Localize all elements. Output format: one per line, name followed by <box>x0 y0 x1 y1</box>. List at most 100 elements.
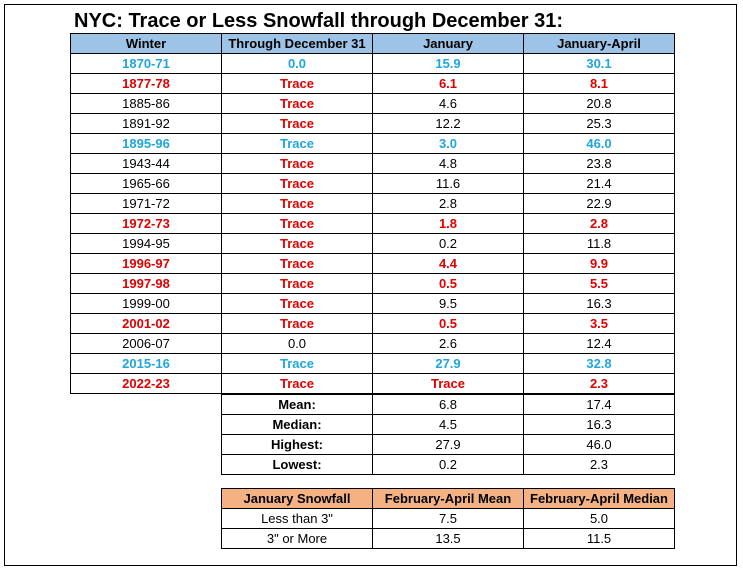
winter-cell: 1877-78 <box>70 73 222 94</box>
winter-cell: 2015-16 <box>70 353 222 374</box>
table-row: 1885-86 Trace 4.6 20.8 <box>70 93 675 114</box>
january-cell: 2.6 <box>372 333 524 354</box>
stat-january-april: 17.4 <box>523 394 675 415</box>
january-april-cell: 22.9 <box>523 193 675 214</box>
through-dec31-cell: Trace <box>221 153 373 174</box>
through-dec31-cell: Trace <box>221 233 373 254</box>
winter-cell: 2006-07 <box>70 333 222 354</box>
main-snowfall-table: Winter Through December 31 January Janua… <box>70 33 675 394</box>
header-january-april: January-April <box>523 33 675 54</box>
snow-row-3-or-more: 3" or More 13.5 11.5 <box>221 528 675 549</box>
winter-cell: 2022-23 <box>70 373 222 394</box>
january-cell: 4.6 <box>372 93 524 114</box>
winter-cell: 1895-96 <box>70 133 222 154</box>
stat-january: 4.5 <box>372 414 524 435</box>
january-snowfall-table: January Snowfall February-April Mean Feb… <box>221 488 675 549</box>
stats-row-highest: Highest: 27.9 46.0 <box>221 434 675 455</box>
stat-label: Highest: <box>221 434 373 455</box>
snow-label: Less than 3" <box>221 508 373 529</box>
through-dec31-cell: Trace <box>221 73 373 94</box>
stat-january-april: 2.3 <box>523 454 675 475</box>
main-header-row: Winter Through December 31 January Janua… <box>70 33 675 54</box>
through-dec31-cell: 0.0 <box>221 333 373 354</box>
january-april-cell: 9.9 <box>523 253 675 274</box>
through-dec31-cell: Trace <box>221 293 373 314</box>
january-cell: 6.1 <box>372 73 524 94</box>
january-cell: Trace <box>372 373 524 394</box>
january-april-cell: 8.1 <box>523 73 675 94</box>
winter-cell: 2001-02 <box>70 313 222 334</box>
snow-mean: 7.5 <box>372 508 524 529</box>
january-cell: 27.9 <box>372 353 524 374</box>
january-april-cell: 12.4 <box>523 333 675 354</box>
header-january-snowfall: January Snowfall <box>221 488 373 509</box>
table-row: 2022-23 Trace Trace 2.3 <box>70 373 675 394</box>
table-row: 1999-00 Trace 9.5 16.3 <box>70 293 675 314</box>
through-dec31-cell: Trace <box>221 273 373 294</box>
january-cell: 9.5 <box>372 293 524 314</box>
january-cell: 0.2 <box>372 233 524 254</box>
snow-label: 3" or More <box>221 528 373 549</box>
january-april-cell: 3.5 <box>523 313 675 334</box>
january-cell: 4.8 <box>372 153 524 174</box>
table-row: 1877-78 Trace 6.1 8.1 <box>70 73 675 94</box>
table-row: 1891-92 Trace 12.2 25.3 <box>70 113 675 134</box>
through-dec31-cell: Trace <box>221 313 373 334</box>
stat-label: Lowest: <box>221 454 373 475</box>
table-row: 1965-66 Trace 11.6 21.4 <box>70 173 675 194</box>
through-dec31-cell: Trace <box>221 113 373 134</box>
table-row: 2006-07 0.0 2.6 12.4 <box>70 333 675 354</box>
snow-mean: 13.5 <box>372 528 524 549</box>
january-cell: 1.8 <box>372 213 524 234</box>
table-row: 2015-16 Trace 27.9 32.8 <box>70 353 675 374</box>
table-row: 1972-73 Trace 1.8 2.8 <box>70 213 675 234</box>
winter-cell: 1885-86 <box>70 93 222 114</box>
january-cell: 0.5 <box>372 273 524 294</box>
table-row: 1994-95 Trace 0.2 11.8 <box>70 233 675 254</box>
winter-cell: 1996-97 <box>70 253 222 274</box>
through-dec31-cell: Trace <box>221 173 373 194</box>
table-row: 1870-71 0.0 15.9 30.1 <box>70 53 675 74</box>
winter-cell: 1943-44 <box>70 153 222 174</box>
through-dec31-cell: Trace <box>221 93 373 114</box>
snow-header-row: January Snowfall February-April Mean Feb… <box>221 488 675 509</box>
header-through-dec31: Through December 31 <box>221 33 373 54</box>
winter-cell: 1999-00 <box>70 293 222 314</box>
stat-january-april: 46.0 <box>523 434 675 455</box>
figure-frame <box>4 4 737 566</box>
table-row: 2001-02 Trace 0.5 3.5 <box>70 313 675 334</box>
table-row: 1895-96 Trace 3.0 46.0 <box>70 133 675 154</box>
stat-january: 0.2 <box>372 454 524 475</box>
january-april-cell: 20.8 <box>523 93 675 114</box>
january-cell: 11.6 <box>372 173 524 194</box>
header-feb-apr-mean: February-April Mean <box>372 488 524 509</box>
winter-cell: 1994-95 <box>70 233 222 254</box>
january-cell: 15.9 <box>372 53 524 74</box>
january-april-cell: 16.3 <box>523 293 675 314</box>
winter-cell: 1965-66 <box>70 173 222 194</box>
january-april-cell: 5.5 <box>523 273 675 294</box>
snow-row-less-than-3: Less than 3" 7.5 5.0 <box>221 508 675 529</box>
january-april-cell: 21.4 <box>523 173 675 194</box>
through-dec31-cell: Trace <box>221 133 373 154</box>
winter-cell: 1870-71 <box>70 53 222 74</box>
table-row: 1943-44 Trace 4.8 23.8 <box>70 153 675 174</box>
stat-label: Mean: <box>221 394 373 415</box>
stats-row-median: Median: 4.5 16.3 <box>221 414 675 435</box>
january-april-cell: 11.8 <box>523 233 675 254</box>
through-dec31-cell: Trace <box>221 353 373 374</box>
stat-january: 27.9 <box>372 434 524 455</box>
header-january: January <box>372 33 524 54</box>
stats-row-mean: Mean: 6.8 17.4 <box>221 394 675 415</box>
january-cell: 4.4 <box>372 253 524 274</box>
header-winter: Winter <box>70 33 222 54</box>
january-april-cell: 32.8 <box>523 353 675 374</box>
stat-january-april: 16.3 <box>523 414 675 435</box>
table-row: 1996-97 Trace 4.4 9.9 <box>70 253 675 274</box>
table-row: 1997-98 Trace 0.5 5.5 <box>70 273 675 294</box>
statistics-table: Mean: 6.8 17.4 Median: 4.5 16.3 Highest:… <box>221 394 675 475</box>
through-dec31-cell: Trace <box>221 193 373 214</box>
january-cell: 3.0 <box>372 133 524 154</box>
winter-cell: 1891-92 <box>70 113 222 134</box>
stats-row-lowest: Lowest: 0.2 2.3 <box>221 454 675 475</box>
